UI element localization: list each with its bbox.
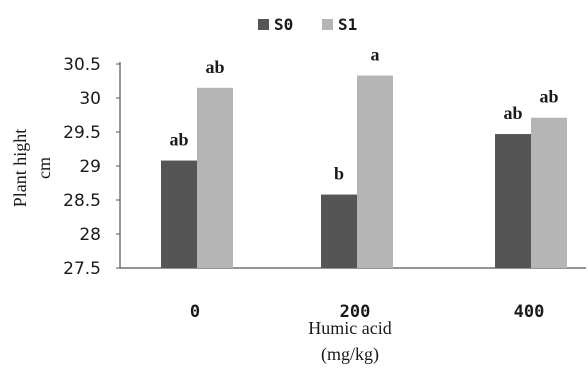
significance-label: ab	[205, 57, 224, 77]
y-tick-label: 28	[79, 225, 101, 245]
significance-label: a	[371, 45, 380, 65]
legend-label-s0: S0	[274, 15, 293, 34]
y-tick-label: 29	[79, 157, 101, 177]
y-tick-label: 27.5	[63, 259, 101, 279]
y-tick-label: 30.5	[63, 55, 101, 75]
bar-s0	[161, 160, 197, 268]
legend-swatch-s0	[258, 19, 269, 30]
legend-swatch-s1	[322, 19, 333, 30]
significance-label: ab	[169, 130, 188, 150]
y-tick-label: 30	[79, 89, 101, 109]
bars	[161, 75, 567, 268]
bar-s1	[531, 117, 567, 268]
x-tick-label: 0	[190, 302, 200, 322]
y-tick-label: 28.5	[63, 191, 101, 211]
significance-label: b	[334, 164, 344, 184]
bar-s0	[495, 134, 531, 268]
significance-label: ab	[503, 103, 522, 123]
legend: S0 S1	[258, 15, 357, 34]
x-axis-title: Humic acid (mg/kg)	[308, 318, 391, 365]
x-axis-title-line2: (mg/kg)	[321, 344, 379, 365]
legend-label-s1: S1	[338, 15, 357, 34]
y-tick-label: 29.5	[63, 123, 101, 143]
bar-s0	[321, 194, 357, 268]
y-axis-title-line2: cm	[34, 157, 54, 179]
bar-s1	[357, 75, 393, 268]
y-axis-title: Plant hight cm	[10, 129, 54, 208]
x-tick-label: 400	[514, 302, 545, 322]
y-axis-title-line1: Plant hight	[10, 129, 30, 208]
bar-s1	[197, 87, 233, 268]
y-axis-title-group: Plant hight cm	[10, 129, 54, 208]
significance-label: ab	[539, 87, 558, 107]
x-tick-label: 200	[340, 302, 371, 322]
x-axis: 0 200 400	[190, 302, 544, 322]
x-axis-title-line1: Humic acid	[308, 318, 391, 338]
